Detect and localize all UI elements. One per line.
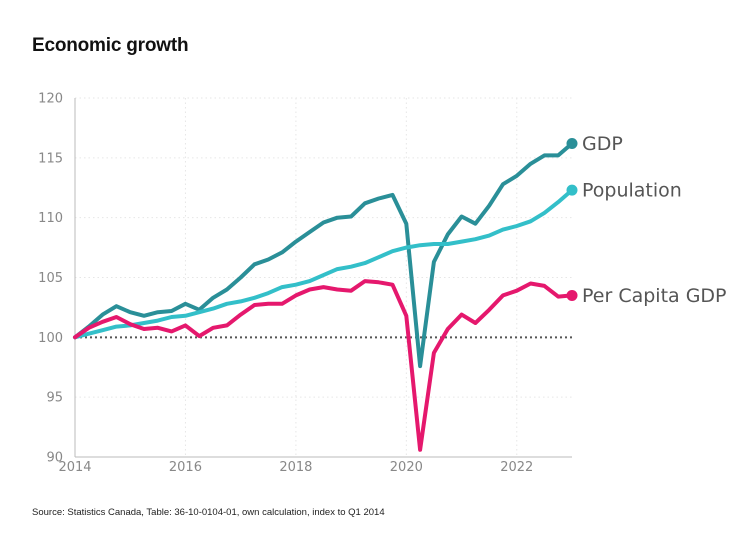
series-lines (73, 141, 574, 452)
source-note: Source: Statistics Canada, Table: 36-10-… (32, 507, 385, 518)
y-tick-label: 120 (38, 92, 63, 107)
y-tick-label: 100 (38, 331, 63, 346)
y-tick-label: 115 (38, 151, 63, 166)
series-end-marker (566, 289, 578, 301)
x-tick-label: 2020 (390, 460, 423, 475)
x-tick-label: 2014 (58, 460, 91, 475)
x-tick-label: 2016 (169, 460, 202, 475)
series-line-0 (73, 141, 574, 369)
series-label: GDP (582, 133, 623, 155)
chart-title: Economic growth (32, 35, 189, 56)
x-tick-label: 2022 (500, 460, 533, 475)
series-line-2 (73, 279, 574, 452)
y-tick-label: 105 (38, 271, 63, 286)
series-end-marker (566, 184, 578, 196)
y-tick-label: 95 (46, 391, 63, 406)
series-labels: GDP Population Per Capita GDP (566, 133, 727, 307)
grid (75, 97, 572, 457)
y-tick-label: 110 (38, 211, 63, 226)
y-tick-label: 90 (46, 451, 63, 466)
series-label: Population (582, 180, 682, 202)
axes: 90 95 100 105 110 115 120 2014 2016 2018 2020 2022 (38, 92, 572, 475)
series-end-marker (566, 137, 578, 149)
series-line-1 (73, 188, 574, 340)
x-tick-label: 2018 (279, 460, 312, 475)
series-label: Per Capita GDP (582, 285, 727, 307)
